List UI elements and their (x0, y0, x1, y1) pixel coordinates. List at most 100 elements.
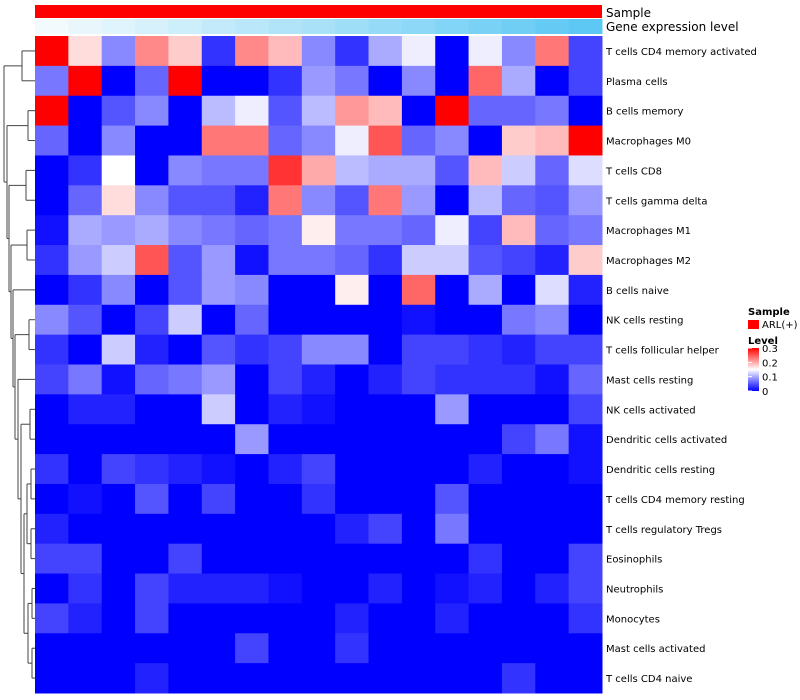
heatmap-cell (135, 215, 169, 246)
expression-annotation-cell (368, 19, 403, 34)
heatmap-cell (301, 454, 336, 485)
heatmap-cell (568, 245, 603, 276)
expression-annotation-cell (68, 19, 103, 34)
heatmap-cell (101, 663, 136, 694)
heatmap-cell (268, 125, 303, 156)
heatmap-cell (235, 95, 269, 127)
heatmap-cell (535, 483, 570, 515)
heatmap-cell (201, 424, 236, 455)
heatmap-cell (368, 454, 403, 485)
heatmap-cell (535, 603, 570, 634)
row-dendrogram (3, 50, 35, 679)
heatmap-cell (68, 454, 103, 485)
heatmap-cell (135, 95, 169, 127)
heatmap-cell (301, 274, 336, 306)
heatmap-cell (435, 543, 470, 575)
heatmap-cell (268, 573, 303, 604)
heatmap-cell (68, 304, 103, 336)
heatmap-cell (468, 304, 503, 336)
heatmap-cell (135, 573, 169, 604)
expression-annotation-cell (501, 19, 536, 34)
heatmap-cell (335, 603, 370, 634)
heatmap-cell (468, 603, 503, 634)
heatmap-cell (301, 663, 336, 694)
heatmap-cell (268, 603, 303, 634)
expression-annotation-cell (201, 19, 236, 34)
heatmap-cell (501, 573, 536, 604)
heatmap-cell (135, 125, 169, 156)
heatmap-cell (68, 36, 103, 67)
heatmap-cell (501, 424, 536, 455)
heatmap-cell (201, 125, 236, 156)
heatmap-cell (301, 543, 336, 575)
heatmap-cell (468, 573, 503, 604)
heatmap-cell (368, 185, 403, 216)
heatmap-cell (268, 215, 303, 246)
heatmap-cell (501, 274, 536, 306)
heatmap-cell (368, 573, 403, 604)
heatmap-cell (368, 95, 403, 127)
heatmap-cell (368, 394, 403, 425)
legend-level-title: Level (748, 336, 778, 347)
heatmap-cell (101, 454, 136, 485)
heatmap-cell (101, 334, 136, 365)
heatmap-cell (568, 663, 603, 694)
heatmap-cell (535, 215, 570, 246)
heatmap-cell (68, 543, 103, 575)
heatmap-cell (568, 125, 603, 156)
heatmap-cell (301, 185, 336, 216)
heatmap-cell (235, 603, 269, 634)
heatmap-cell (235, 274, 269, 306)
heatmap-cell (468, 394, 503, 425)
heatmap-cell (168, 603, 203, 634)
heatmap-cell (468, 95, 503, 127)
heatmap-cell (301, 573, 336, 604)
heatmap-cell (101, 125, 136, 156)
heatmap-cell (235, 65, 269, 97)
heatmap-cell (501, 633, 536, 664)
heatmap-cell (568, 573, 603, 604)
heatmap-cell (168, 185, 203, 216)
heatmap-cell (101, 36, 136, 67)
heatmap-cell (201, 185, 236, 216)
heatmap-cell (268, 543, 303, 575)
heatmap-cell (168, 633, 203, 664)
heatmap-cell (101, 394, 136, 425)
heatmap-cell (335, 274, 370, 306)
heatmap-cell (368, 543, 403, 575)
heatmap-cell (268, 185, 303, 216)
heatmap-cell (401, 185, 436, 216)
heatmap-cell (268, 483, 303, 515)
expression-annotation-cell (468, 19, 503, 34)
heatmap-cell (201, 155, 236, 186)
heatmap-cell (468, 454, 503, 485)
heatmap-cell (435, 483, 470, 515)
heatmap-cell (35, 274, 69, 306)
heatmap-cell (268, 454, 303, 485)
heatmap-cell (301, 65, 336, 97)
heatmap-cell (35, 513, 69, 545)
heatmap-cell (201, 304, 236, 336)
heatmap-cell (201, 513, 236, 545)
row-label: NK cells activated (606, 405, 696, 416)
heatmap-cell (535, 334, 570, 365)
heatmap-cell (101, 304, 136, 336)
legend-level-colorbar (748, 348, 759, 391)
row-label: B cells memory (606, 107, 683, 118)
heatmap-cell (401, 663, 436, 694)
heatmap-cell (501, 215, 536, 246)
heatmap-cell (268, 65, 303, 97)
heatmap-cell (35, 304, 69, 336)
heatmap-cell (335, 125, 370, 156)
heatmap-cell (235, 573, 269, 604)
heatmap-cell (35, 125, 69, 156)
heatmap-cell (401, 65, 436, 97)
heatmap-cell (301, 155, 336, 186)
heatmap-cell (535, 36, 570, 67)
heatmap-cell (301, 513, 336, 545)
heatmap-cell (168, 274, 203, 306)
row-label: Macrophages M1 (606, 226, 691, 237)
heatmap-cell (335, 543, 370, 575)
heatmap-cell (568, 215, 603, 246)
heatmap-cell (501, 364, 536, 395)
